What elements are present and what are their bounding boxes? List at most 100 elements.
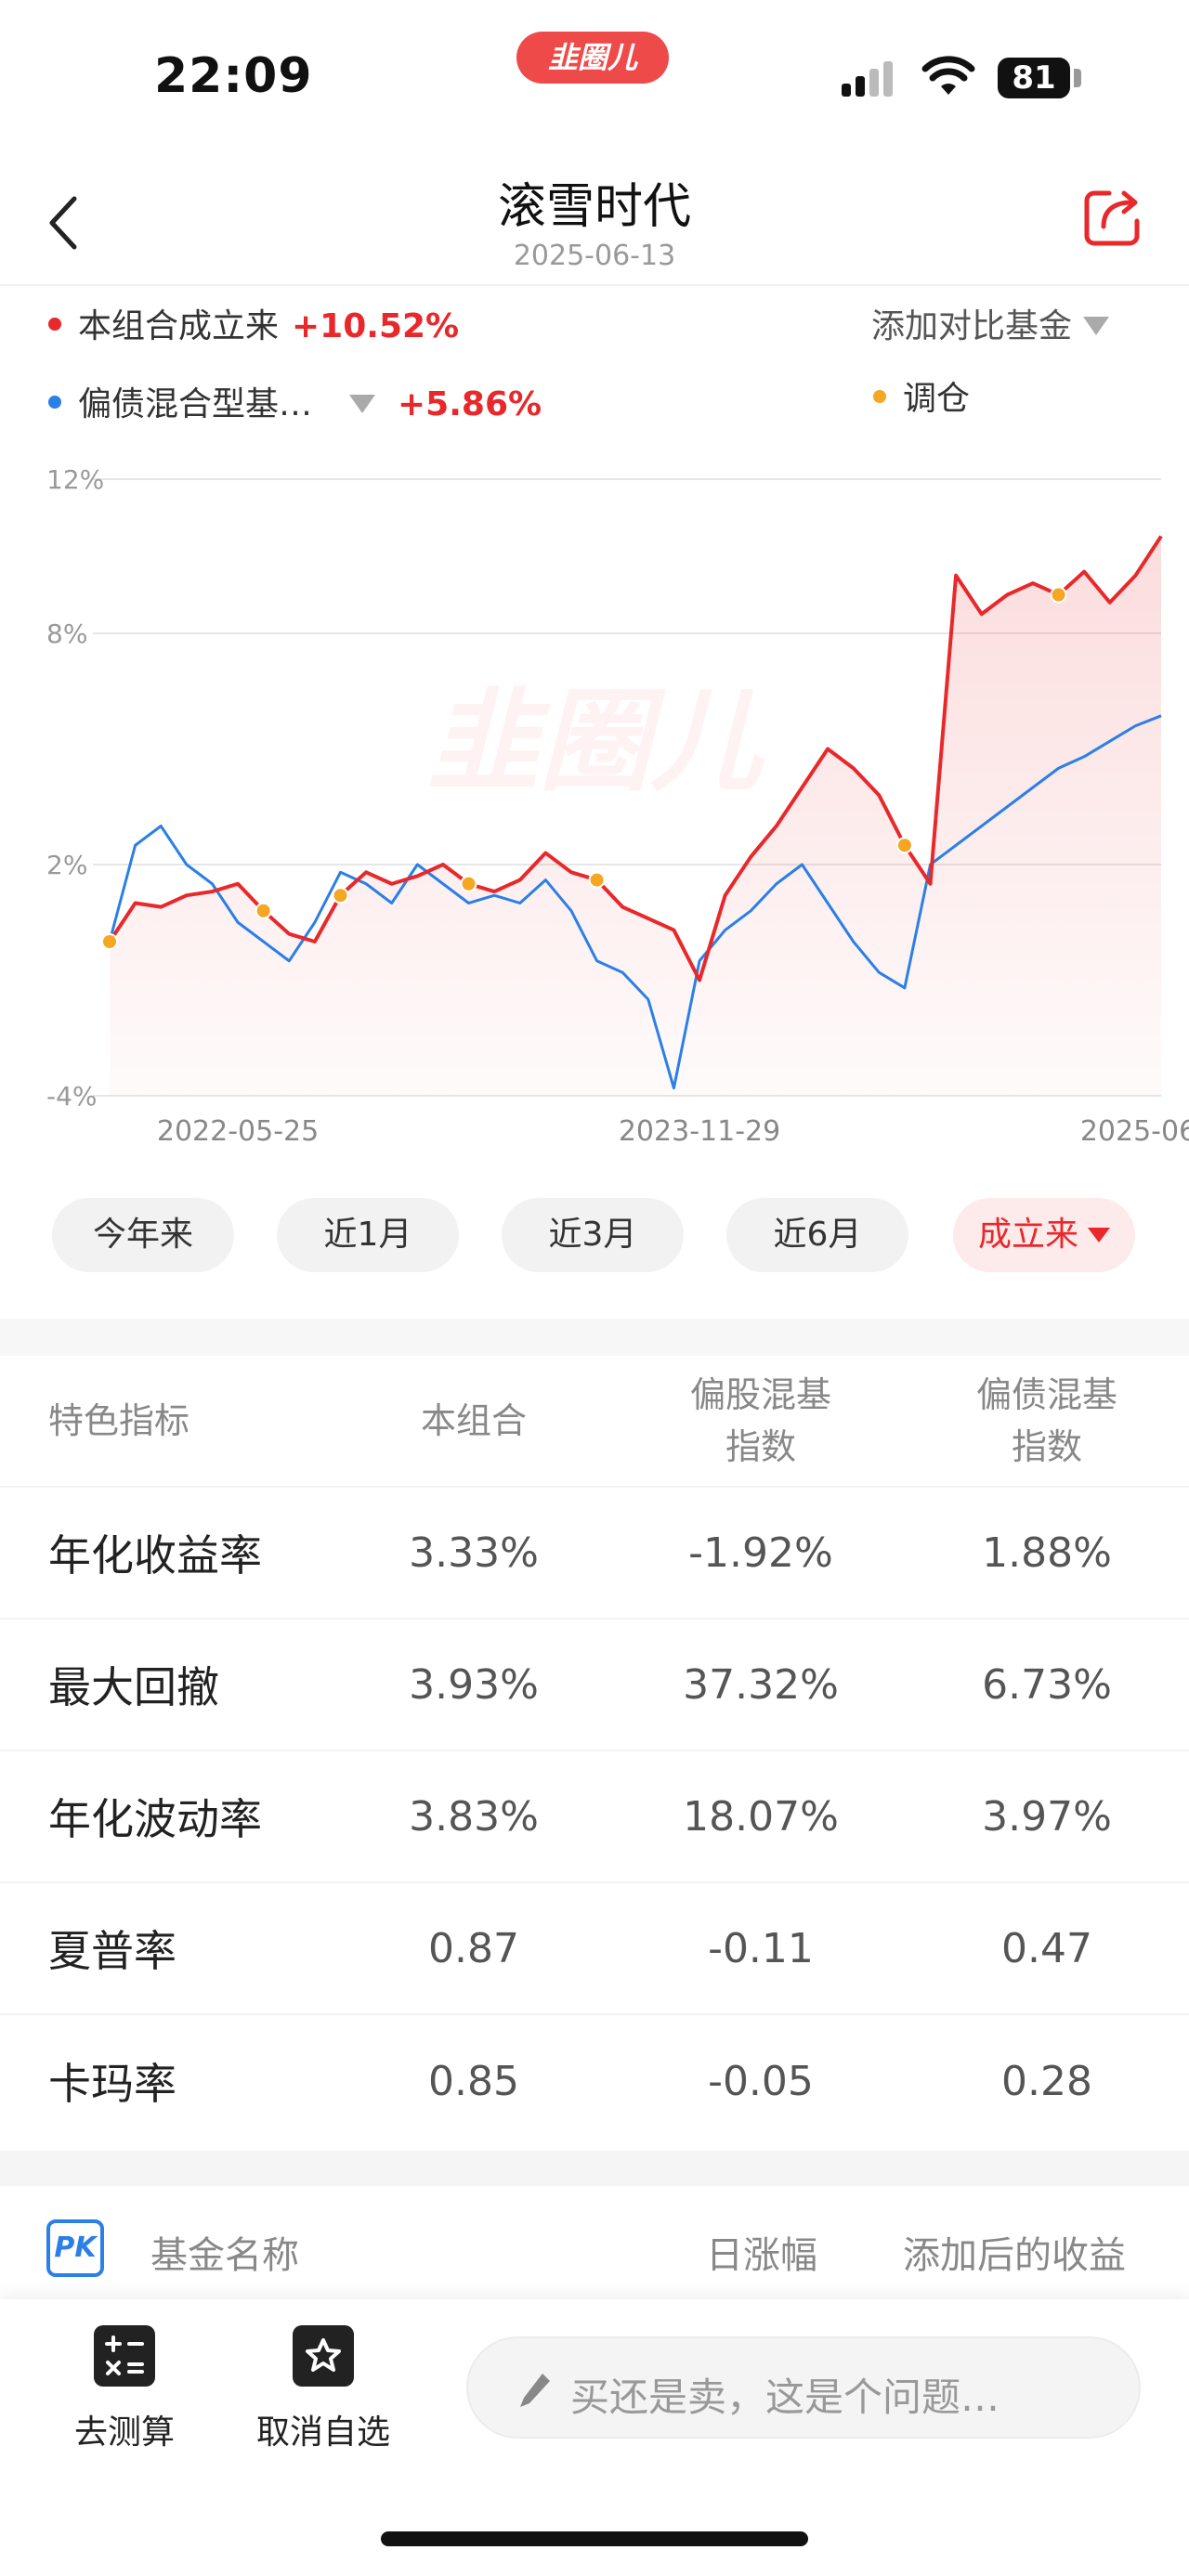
pk-compare-row: PK 基金名称 日涨幅 添加后的收益 <box>0 2186 1189 2307</box>
tab-ytd[interactable]: 今年来 <box>52 1198 234 1272</box>
metric-value: 37.32% <box>683 1660 839 1709</box>
caret-down-icon <box>1088 1228 1110 1242</box>
back-icon[interactable] <box>37 186 93 260</box>
metric-name: 年化收益率 <box>48 1530 262 1581</box>
remove-favorite-button[interactable]: 取消自选 <box>240 2325 407 2465</box>
tab-3m-label: 近3月 <box>548 1216 637 1254</box>
table-row: 卡玛率 0.85 -0.05 0.28 <box>0 2015 1189 2147</box>
metric-value: -1.92% <box>688 1529 833 1577</box>
chevron-down-icon <box>349 395 376 413</box>
tab-ytd-label: 今年来 <box>92 1216 193 1254</box>
header-metric: 特色指标 <box>48 1400 190 1441</box>
wifi-icon <box>921 56 975 95</box>
metric-value: 0.47 <box>1001 1924 1092 1972</box>
metric-name: 夏普率 <box>48 1926 176 1976</box>
rebalance-marker <box>332 887 349 904</box>
benchmark-line <box>108 714 1162 1090</box>
y-tick-label: 8% <box>46 618 87 649</box>
rebalance-marker <box>255 902 272 919</box>
rebalance-marker <box>101 933 118 950</box>
metric-value: 3.93% <box>409 1660 539 1709</box>
portfolio-return: +10.52% <box>292 307 460 345</box>
header-divider <box>0 284 1189 286</box>
battery-tip <box>1074 69 1081 87</box>
table-row: 最大回撤 3.93% 37.32% 6.73% <box>0 1620 1189 1751</box>
remove-favorite-label: 取消自选 <box>255 2413 390 2452</box>
share-icon[interactable] <box>1081 186 1144 249</box>
status-time: 22:09 <box>154 48 313 104</box>
period-tabs: 今年来 近1月 近3月 近6月 成立来 <box>0 1198 1189 1272</box>
benchmark-label: 偏债混合型基… <box>78 385 313 423</box>
legend-portfolio: 本组合成立来 +10.52% <box>48 299 459 347</box>
tab-since-inception-label: 成立来 <box>977 1216 1078 1254</box>
portfolio-area <box>110 536 1161 1096</box>
legend-rebalance: 调仓 <box>873 371 970 420</box>
rebalance-label: 调仓 <box>903 380 971 418</box>
page-date: 2025-06-13 <box>513 240 676 272</box>
metric-value: 0.87 <box>428 1924 519 1972</box>
x-tick-label: 2022-05-25 <box>157 1115 319 1148</box>
daily-change-header: 日涨幅 <box>706 2234 817 2277</box>
chevron-down-icon <box>1083 317 1110 335</box>
metric-value: 3.97% <box>982 1792 1112 1841</box>
home-indicator <box>381 2531 808 2546</box>
rebalance-dot <box>873 390 886 403</box>
performance-chart[interactable]: 韭圈儿 12% 8% 2% -4% 2022-05-25 2023-11-29 2025-0… <box>0 455 1189 1161</box>
metric-value: 6.73% <box>982 1660 1112 1709</box>
ask-input[interactable]: 买还是卖，这是个问题… <box>466 2336 1141 2439</box>
calculate-label: 去测算 <box>73 2413 175 2452</box>
pk-icon[interactable]: PK <box>46 2219 104 2277</box>
metric-name: 最大回撤 <box>48 1662 219 1712</box>
table-header-row: 特色指标 本组合 偏股混基 指数 偏债混基 指数 <box>0 1356 1189 1488</box>
x-tick-label: 2025-06-13 <box>1080 1115 1189 1148</box>
y-tick-label: 2% <box>46 850 87 880</box>
tab-since-inception[interactable]: 成立来 <box>953 1198 1135 1272</box>
brand-logo: 韭圈儿 <box>516 32 669 84</box>
pencil-icon <box>520 2374 550 2407</box>
rebalance-marker <box>1050 586 1067 604</box>
x-tick-label: 2023-11-29 <box>619 1115 780 1148</box>
battery-indicator: 81 <box>998 58 1070 98</box>
rebalance-marker <box>588 871 606 889</box>
legend-benchmark[interactable]: 偏债混合型基… +5.86% <box>48 377 542 425</box>
benchmark-dot <box>48 396 61 409</box>
metric-value: 0.28 <box>1001 2057 1092 2105</box>
star-icon <box>293 2325 354 2387</box>
y-tick-label: 12% <box>46 464 104 495</box>
y-tick-label: -4% <box>46 1081 98 1112</box>
calculator-icon <box>94 2325 155 2387</box>
page-title: 滚雪时代 <box>497 179 691 235</box>
nav-header: 滚雪时代 2025-06-13 <box>0 149 1189 288</box>
metric-value: 1.88% <box>982 1529 1112 1577</box>
metric-name: 年化波动率 <box>48 1794 262 1844</box>
table-row: 夏普率 0.87 -0.11 0.47 <box>0 1883 1189 2015</box>
added-return-header: 添加后的收益 <box>903 2234 1126 2277</box>
metric-name: 卡玛率 <box>48 2059 176 2109</box>
fund-name-header: 基金名称 <box>150 2234 299 2277</box>
metric-value: 3.83% <box>409 1792 539 1841</box>
ask-placeholder: 买还是卖，这是个问题… <box>570 2374 1000 2420</box>
section-divider <box>0 1319 1189 1356</box>
tab-1m-label: 近1月 <box>323 1216 412 1254</box>
status-bar: 22:09 韭圈儿 81 <box>0 0 1189 149</box>
bottom-action-bar: 去测算 取消自选 买还是卖，这是个问题… <box>0 2299 1189 2576</box>
add-compare-label: 添加对比基金 <box>871 307 1073 345</box>
portfolio-dot <box>48 318 61 331</box>
cellular-signal-icon <box>842 59 894 97</box>
rebalance-marker <box>895 837 913 854</box>
add-compare-button[interactable]: 添加对比基金 <box>871 299 1110 347</box>
metric-value: 18.07% <box>683 1792 839 1841</box>
tab-6m[interactable]: 近6月 <box>726 1198 908 1272</box>
metrics-table: 特色指标 本组合 偏股混基 指数 偏债混基 指数 年化收益率 3.33% -1.… <box>0 1356 1189 2147</box>
rebalance-marker <box>460 875 477 892</box>
table-row: 年化波动率 3.83% 18.07% 3.97% <box>0 1751 1189 1883</box>
tab-3m[interactable]: 近3月 <box>502 1198 684 1272</box>
chart-svg: 韭圈儿 12% 8% 2% -4% 2022-05-25 2023-11-29 2025-0… <box>46 464 1189 1148</box>
metric-value: 3.33% <box>409 1529 539 1577</box>
portfolio-label: 本组合成立来 <box>78 307 280 345</box>
portfolio-line <box>108 535 1163 982</box>
chart-watermark: 韭圈儿 <box>427 678 765 807</box>
tab-1m[interactable]: 近1月 <box>277 1198 459 1272</box>
table-row: 年化收益率 3.33% -1.92% 1.88% <box>0 1488 1189 1620</box>
calculate-button[interactable]: 去测算 <box>41 2325 208 2465</box>
